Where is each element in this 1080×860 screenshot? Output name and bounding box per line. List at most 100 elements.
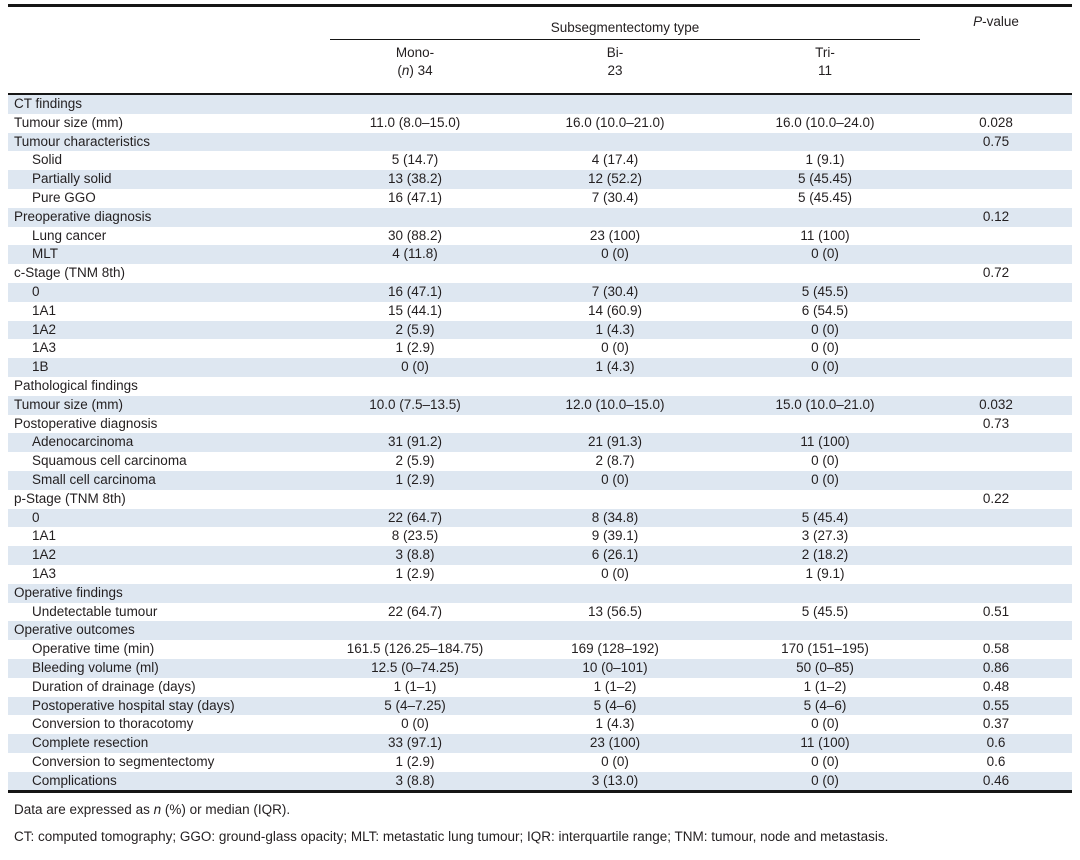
row-label: Undetectable tumour: [32, 603, 158, 619]
mono-value: [330, 208, 500, 227]
row-label: Partially solid: [32, 171, 112, 187]
tri-value: 1 (1–2): [803, 678, 847, 694]
mono-value: 161.5 (126.25–184.75): [346, 641, 484, 657]
bi-value: 13 (56.5): [587, 603, 643, 619]
bi-value: [500, 415, 730, 434]
column-count-mono: (n) 34: [397, 62, 433, 78]
p-value: [920, 189, 1072, 208]
table-row: MLT 4 (11.8) 0 (0) 0 (0): [8, 245, 1073, 265]
row-label: Tumour size (mm): [14, 396, 124, 412]
p-value: [920, 227, 1072, 246]
table-row: Complications 3 (8.8) 3 (13.0) 0 (0) 0.46: [8, 771, 1073, 792]
mono-value: 30 (88.2): [387, 227, 443, 243]
table-row: Undetectable tumour 22 (64.7) 13 (56.5) 5 (…: [8, 603, 1072, 622]
p-value: [920, 151, 1072, 170]
tri-value: 15.0 (10.0–21.0): [775, 396, 875, 412]
p-value: [920, 621, 1072, 640]
bi-value: 0 (0): [601, 565, 629, 581]
tri-value: 11 (100): [800, 735, 850, 751]
tri-value: [730, 415, 920, 434]
bi-value: 23 (100): [589, 227, 641, 243]
table-row: Adenocarcinoma 31 (91.2) 21 (91.3) 11 (100): [8, 433, 1073, 453]
row-label: 0: [32, 283, 40, 299]
mono-value: 15 (44.1): [387, 302, 443, 318]
mono-value: 31 (91.2): [387, 434, 443, 450]
row-label: Lung cancer: [32, 227, 107, 243]
p-value: [920, 302, 1072, 321]
header-empty-cell: [8, 5, 330, 95]
bi-value: 169 (128–192): [571, 641, 659, 657]
bi-value: 1 (4.3): [595, 321, 635, 337]
tri-value: [730, 621, 920, 640]
table-row: Squamous cell carcinoma 2 (5.9) 2 (8.7) 0 (…: [8, 452, 1072, 471]
mono-value: 33 (97.1): [387, 735, 443, 751]
tri-value: 0 (0): [811, 471, 839, 487]
p-value: [920, 94, 1072, 114]
bi-value: 23 (100): [589, 735, 641, 751]
table-row: Complete resection 33 (97.1) 23 (100) 11 (1…: [8, 734, 1073, 753]
row-label: Duration of drainage (days): [32, 678, 196, 694]
mono-value: [330, 490, 500, 509]
p-value: [920, 584, 1072, 603]
bi-value: [500, 133, 730, 152]
mono-value: 3 (8.8): [395, 772, 435, 788]
p-value: [920, 377, 1072, 396]
table-row: Lung cancer 30 (88.2) 23 (100) 11 (100): [8, 227, 1072, 246]
bi-value: [500, 490, 730, 509]
table-row: Conversion to segmentectomy 1 (2.9) 0 (0) 0…: [8, 753, 1072, 772]
mono-value: 1 (2.9): [395, 753, 435, 769]
bi-value: 1 (1–2): [593, 678, 637, 694]
row-label: c-Stage (TNM 8th): [14, 265, 126, 281]
row-label: Postoperative diagnosis: [14, 415, 158, 431]
table-row: 0 22 (64.7) 8 (34.8) 5 (45.4): [8, 508, 1073, 528]
mono-value: 5 (14.7): [391, 152, 439, 168]
mono-value: [330, 94, 500, 114]
tri-value: 6 (54.5): [801, 302, 849, 318]
mono-value: 22 (64.7): [387, 509, 443, 525]
table-row: Postoperative hospital stay (days) 5 (4–7…: [8, 696, 1073, 716]
row-label: Operative time (min): [32, 641, 155, 657]
p-value: [920, 321, 1072, 340]
mono-value: 1 (1–1): [393, 678, 437, 694]
bi-value: [500, 94, 730, 114]
p-value: [920, 433, 1072, 452]
p-value: 0.72: [982, 265, 1010, 281]
tri-value: 50 (0–85): [796, 659, 854, 675]
table-row: Tumour size (mm) 11.0 (8.0–15.0) 16.0 (10.…: [8, 114, 1072, 133]
row-label: 1A1: [32, 302, 57, 318]
tri-value: [730, 490, 920, 509]
row-label: Conversion to segmentectomy: [32, 753, 215, 769]
bi-value: 1 (4.3): [595, 716, 635, 732]
row-label: 1A2: [32, 321, 57, 337]
tri-value: 5 (45.5): [801, 283, 849, 299]
bi-value: 2 (8.7): [595, 453, 635, 469]
row-label: Pathological findings: [14, 377, 138, 393]
bi-value: 0 (0): [601, 753, 629, 769]
row-label: 0: [32, 509, 40, 525]
tri-value: 1 (9.1): [805, 152, 845, 168]
p-value: 0.55: [982, 697, 1010, 713]
bi-value: 12 (52.2): [587, 171, 643, 187]
bi-value: 0 (0): [601, 471, 629, 487]
tri-value: [730, 94, 920, 114]
table-footnotes: Data are expressed as n (%) or median (I…: [14, 801, 1072, 845]
p-value: 0.37: [982, 716, 1010, 732]
p-value: 0.58: [982, 641, 1010, 657]
mono-value: 1 (2.9): [395, 565, 435, 581]
mono-value: [330, 621, 500, 640]
tri-value: 1 (9.1): [805, 565, 845, 581]
tri-value: 0 (0): [811, 716, 839, 732]
tri-value: 2 (18.2): [801, 547, 849, 563]
footnote-abbreviations: CT: computed tomography; GGO: ground-gla…: [14, 829, 889, 845]
row-label: 1A1: [32, 528, 57, 544]
column-label-mono: Mono-: [395, 45, 435, 60]
table-row: 1A2 3 (8.8) 6 (26.1) 2 (18.2): [8, 546, 1073, 565]
mono-value: 8 (23.5): [391, 528, 439, 544]
p-value: 0.73: [982, 415, 1010, 431]
row-label: Operative outcomes: [14, 622, 135, 638]
p-value: [920, 245, 1072, 264]
p-value: 0.75: [982, 133, 1010, 149]
table-row: Bleeding volume (ml) 12.5 (0–74.25) 10 (0–…: [8, 658, 1073, 678]
table-row: Tumour characteristics 0.75: [8, 132, 1073, 152]
